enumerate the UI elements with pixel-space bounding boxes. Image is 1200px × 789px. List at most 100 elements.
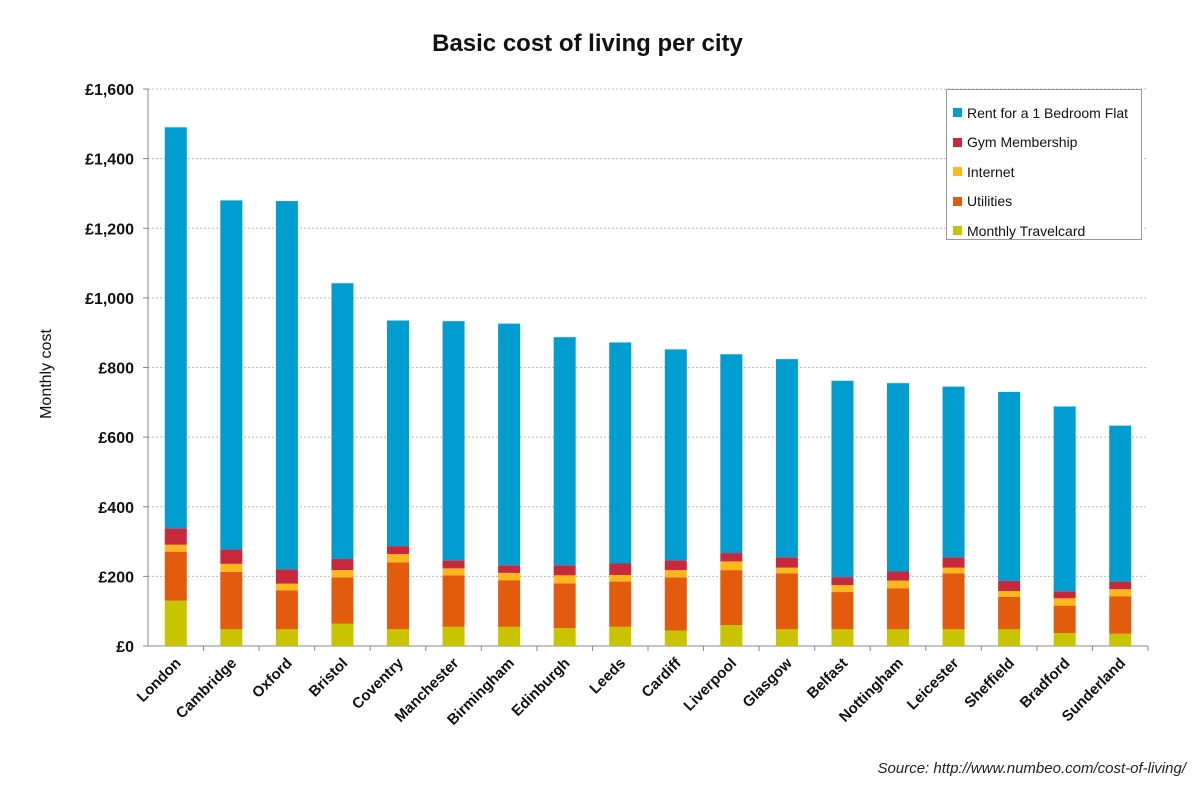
bar-utilities (1109, 596, 1132, 634)
bar-monthly-travelcard (1053, 633, 1076, 646)
legend-item: Utilities (953, 187, 1141, 217)
bar-rent-for-a-1-bedroom-flat (498, 323, 521, 566)
legend-swatch (953, 196, 962, 206)
bar-rent-for-a-1-bedroom-flat (442, 321, 465, 561)
x-tick-label: Leicester (904, 655, 963, 714)
bar-internet (942, 567, 965, 574)
bar-monthly-travelcard (942, 629, 965, 646)
bar-utilities (720, 570, 743, 626)
legend-label: Internet (967, 163, 1015, 180)
bar-gym-membership (553, 565, 576, 576)
legend-label: Utilities (967, 193, 1013, 210)
bar-gym-membership (1053, 591, 1076, 599)
bar-monthly-travelcard (887, 629, 909, 646)
bar-utilities (275, 590, 298, 630)
bar-rent-for-a-1-bedroom-flat (553, 337, 576, 566)
bar-rent-for-a-1-bedroom-flat (220, 200, 243, 550)
bar-internet (998, 590, 1021, 597)
bar-internet (331, 570, 354, 578)
bar-utilities (387, 562, 409, 630)
legend-item: Rent for a 1 Bedroom Flat (953, 98, 1141, 128)
x-tick-label: Coventry (349, 654, 407, 712)
bar-utilities (831, 592, 854, 630)
bar-gym-membership (942, 557, 965, 568)
bar-utilities (442, 575, 465, 627)
legend-label: Rent for a 1 Bedroom Flat (967, 104, 1129, 121)
y-tick-label: £1,400 (85, 152, 134, 169)
x-tick-label: London (134, 655, 185, 706)
bar-monthly-travelcard (609, 626, 632, 646)
bar-gym-membership (387, 546, 409, 555)
bar-internet (553, 575, 576, 584)
bar-monthly-travelcard (664, 630, 687, 646)
bar-gym-membership (775, 557, 798, 568)
bar-monthly-travelcard (164, 600, 187, 646)
bar-monthly-travelcard (442, 626, 465, 646)
chart-title: Basic cost of living per city (432, 30, 743, 57)
bar-internet (498, 572, 521, 581)
bar-internet (164, 544, 187, 552)
legend: Rent for a 1 Bedroom Flat Gym Membership I… (946, 89, 1142, 240)
bar-gym-membership (220, 549, 243, 564)
bar-gym-membership (887, 571, 909, 581)
bar-rent-for-a-1-bedroom-flat (609, 342, 632, 564)
bar-monthly-travelcard (775, 629, 798, 646)
bar-monthly-travelcard (553, 628, 576, 646)
bar-internet (720, 561, 743, 571)
bar-gym-membership (164, 528, 187, 545)
y-tick-label: £1,600 (85, 82, 134, 99)
bar-utilities (498, 580, 521, 627)
bar-rent-for-a-1-bedroom-flat (664, 349, 687, 561)
y-tick-label: £1,000 (85, 291, 134, 308)
bar-internet (220, 563, 243, 572)
x-tick-label: Oxford (249, 655, 296, 702)
bar-utilities (998, 596, 1021, 630)
bar-utilities (1053, 605, 1076, 634)
bar-internet (664, 570, 687, 578)
legend-swatch (953, 108, 962, 118)
bar-monthly-travelcard (720, 625, 743, 646)
legend-swatch (953, 167, 962, 177)
legend-swatch (953, 137, 962, 147)
x-tick-label: Bradford (1017, 655, 1074, 712)
bar-rent-for-a-1-bedroom-flat (831, 380, 854, 578)
bar-monthly-travelcard (331, 623, 354, 646)
legend-label: Gym Membership (967, 134, 1078, 151)
x-tick-label: Glasgow (739, 655, 795, 711)
bar-utilities (220, 571, 243, 630)
bar-monthly-travelcard (220, 629, 243, 646)
x-tick-label: Leeds (586, 655, 629, 698)
bar-gym-membership (331, 558, 354, 571)
legend-label: Monthly Travelcard (967, 222, 1086, 239)
legend-item: Gym Membership (953, 128, 1141, 158)
bar-internet (887, 580, 909, 589)
bar-utilities (942, 573, 965, 630)
bar-internet (442, 568, 465, 576)
bar-utilities (775, 573, 798, 630)
bar-rent-for-a-1-bedroom-flat (1053, 406, 1076, 592)
y-tick-label: £200 (98, 569, 134, 586)
y-tick-label: £800 (98, 361, 134, 378)
bar-internet (609, 574, 632, 582)
bar-utilities (331, 577, 354, 624)
x-tick-label: Cardiff (638, 654, 685, 701)
bar-gym-membership (664, 560, 687, 571)
y-tick-label: £400 (98, 500, 134, 517)
bar-internet (387, 554, 409, 563)
bar-gym-membership (998, 580, 1021, 591)
bar-rent-for-a-1-bedroom-flat (775, 359, 798, 558)
x-tick-label: Belfast (804, 655, 851, 702)
legend-item: Internet (953, 157, 1141, 187)
bar-monthly-travelcard (831, 629, 854, 646)
y-tick-label: £1,200 (85, 221, 134, 238)
bar-gym-membership (1109, 581, 1132, 590)
legend-swatch (953, 226, 962, 236)
bar-internet (1109, 589, 1132, 597)
bar-internet (775, 567, 798, 574)
bar-internet (1053, 598, 1076, 606)
bar-gym-membership (442, 560, 465, 569)
bar-rent-for-a-1-bedroom-flat (998, 391, 1021, 581)
bar-rent-for-a-1-bedroom-flat (275, 201, 298, 570)
bar-internet (275, 583, 298, 591)
